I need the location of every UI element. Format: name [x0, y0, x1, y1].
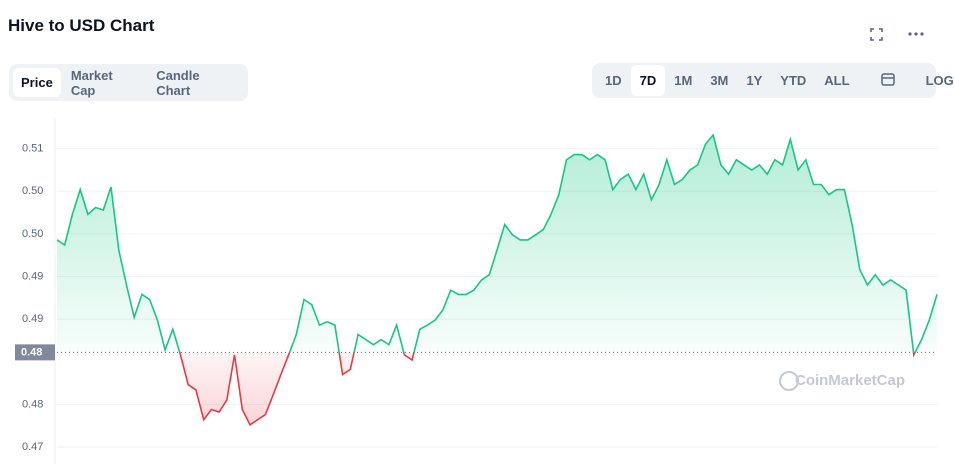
y-tick-label: 0.50: [22, 185, 43, 197]
range-button[interactable]: 1D: [605, 73, 622, 88]
calendar-button[interactable]: [871, 63, 905, 98]
y-tick-label: 0.47: [22, 441, 43, 453]
range-button[interactable]: 7D: [630, 65, 666, 96]
watermark: CoinMarketCap: [795, 372, 905, 389]
watermark-logo: [779, 371, 799, 391]
y-tick-label: 0.49: [22, 313, 43, 325]
tab-button[interactable]: Candle Chart: [156, 67, 200, 98]
y-tick-label: 0.49: [22, 270, 43, 282]
baseline-label-box: [15, 344, 55, 361]
range-button[interactable]: 3M: [710, 73, 729, 88]
baseline-label: 0.48: [21, 346, 42, 358]
more-icon: [920, 32, 924, 36]
range-group: 1D 7D 1M 3M 1Y YTD ALL LOG: [592, 63, 954, 98]
more-icon: [914, 32, 918, 36]
tab-group: Price Market Cap Candle Chart: [9, 64, 248, 101]
y-tick-label: 0.50: [22, 228, 43, 240]
calendar-icon: [880, 73, 895, 86]
tab-button[interactable]: Market Cap: [70, 67, 113, 98]
y-tick-label: 0.51: [22, 143, 43, 155]
header-icons: [870, 28, 924, 41]
chart-title: Hive to USD Chart: [8, 16, 155, 35]
price-line: [56, 133, 938, 426]
more-icon[interactable]: [908, 32, 912, 36]
range-button[interactable]: ALL: [824, 73, 850, 88]
y-tick-label: 0.48: [22, 398, 43, 410]
range-button[interactable]: 1Y: [746, 73, 763, 88]
range-button[interactable]: 1M: [674, 73, 693, 88]
range-button[interactable]: YTD: [780, 73, 807, 88]
log-button[interactable]: LOG: [925, 73, 954, 88]
fullscreen-icon[interactable]: [870, 28, 883, 41]
tab-button[interactable]: Price: [13, 68, 61, 97]
